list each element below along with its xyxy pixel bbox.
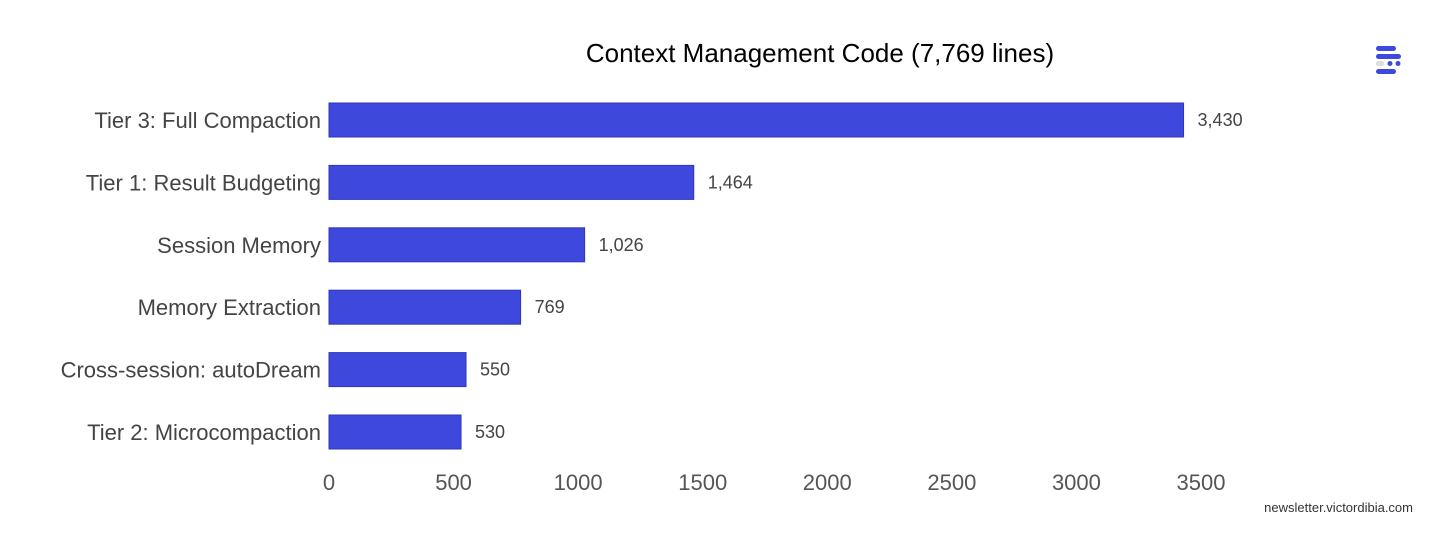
category-label: Memory Extraction — [138, 295, 321, 320]
data-label: 550 — [480, 360, 510, 380]
x-tick-label: 3500 — [1177, 470, 1226, 495]
data-label: 530 — [475, 422, 505, 442]
bar — [328, 289, 522, 325]
data-label: 769 — [535, 297, 565, 317]
x-tick-label: 2000 — [803, 470, 852, 495]
data-label: 1,026 — [599, 235, 644, 255]
x-tick-label: 1000 — [554, 470, 603, 495]
category-label: Session Memory — [157, 233, 321, 258]
chart-title: Context Management Code (7,769 lines) — [586, 38, 1054, 68]
category-label: Tier 1: Result Budgeting — [86, 170, 321, 195]
category-label: Cross-session: autoDream — [61, 358, 321, 383]
x-tick-label: 3000 — [1052, 470, 1101, 495]
source-credit: newsletter.victordibia.com — [1264, 500, 1413, 515]
x-tick-label: 2500 — [927, 470, 976, 495]
bar — [328, 414, 462, 450]
logo-icon — [1376, 46, 1401, 74]
category-label: Tier 2: Microcompaction — [87, 420, 321, 445]
x-tick-label: 1500 — [678, 470, 727, 495]
bar — [328, 164, 695, 200]
bar — [328, 352, 467, 388]
category-label: Tier 3: Full Compaction — [94, 108, 321, 133]
bar — [328, 102, 1185, 138]
data-label: 1,464 — [708, 172, 753, 192]
x-tick-label: 0 — [323, 470, 335, 495]
bar — [328, 227, 586, 263]
x-tick-label: 500 — [435, 470, 472, 495]
data-label: 3,430 — [1198, 110, 1243, 130]
